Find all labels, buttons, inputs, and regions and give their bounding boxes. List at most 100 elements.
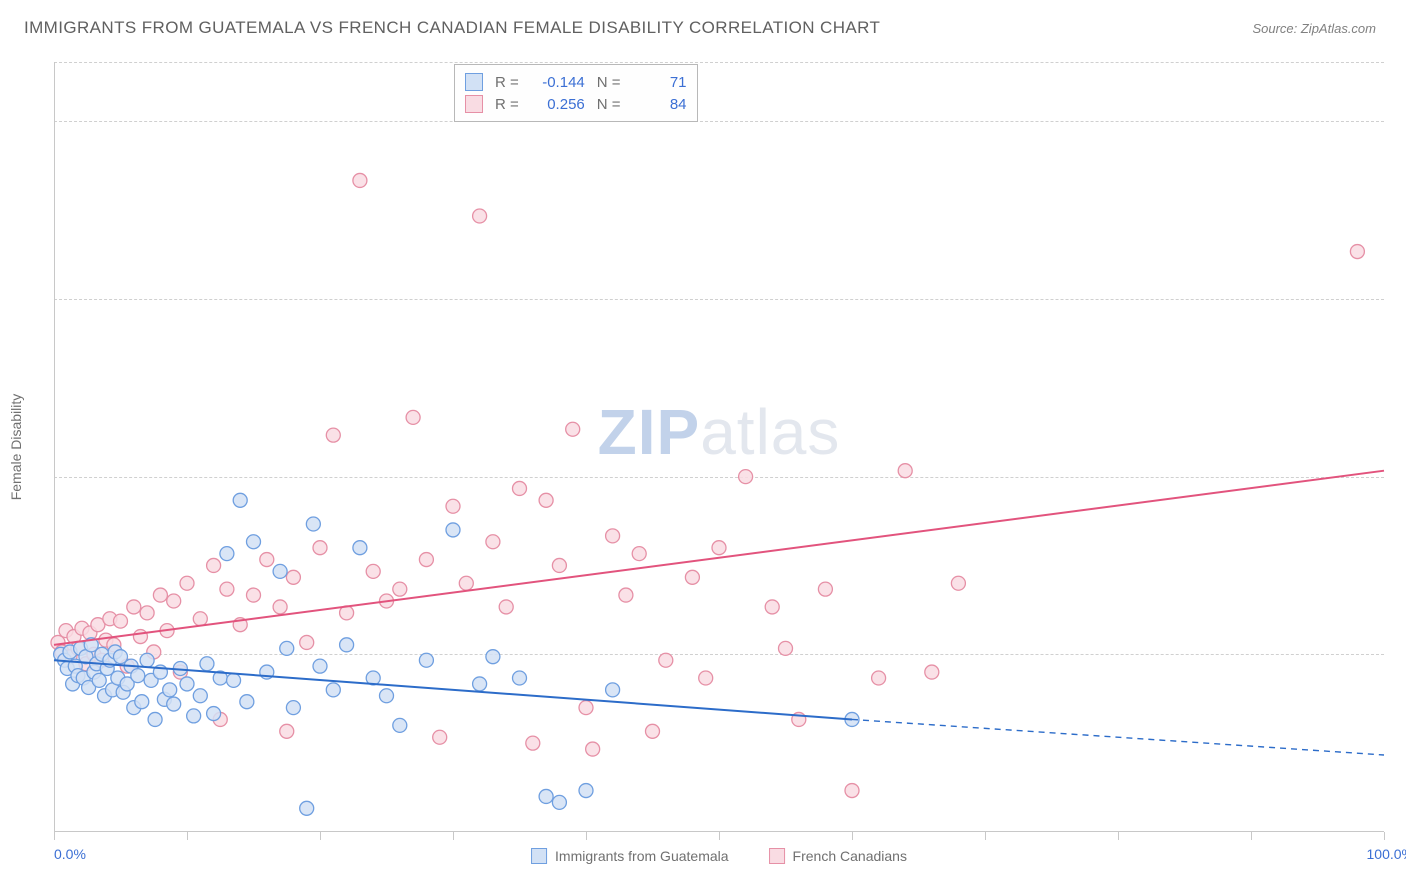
scatter-point [306,517,320,531]
scatter-point [579,701,593,715]
scatter-point [127,600,141,614]
chart-title: IMMIGRANTS FROM GUATEMALA VS FRENCH CANA… [24,18,880,38]
source-name: ZipAtlas.com [1301,21,1376,36]
scatter-point [207,707,221,721]
legend-swatch-0 [531,848,547,864]
scatter-point [473,677,487,691]
scatter-point [552,795,566,809]
scatter-point [340,638,354,652]
scatter-point [227,673,241,687]
scatter-point [765,600,779,614]
scatter-point [353,541,367,555]
x-tick [1251,832,1252,840]
x-axis-max-label: 100.0% [1367,846,1406,862]
scatter-point [659,653,673,667]
bottom-legend: Immigrants from Guatemala French Canadia… [531,848,907,864]
scatter-point [712,541,726,555]
scatter-point [951,576,965,590]
stats-row-series-0: R = -0.144 N = 71 [465,71,687,93]
source-attribution: Source: ZipAtlas.com [1252,21,1376,36]
x-tick [1384,832,1385,840]
scatter-point [140,606,154,620]
scatter-point [699,671,713,685]
legend-label-1: French Canadians [793,848,907,864]
scatter-point [499,600,513,614]
scatter-point [313,541,327,555]
scatter-point [240,695,254,709]
legend-item-1: French Canadians [769,848,907,864]
stats-row-series-1: R = 0.256 N = 84 [465,93,687,115]
scatter-point [845,784,859,798]
scatter-point [326,428,340,442]
source-prefix: Source: [1252,21,1300,36]
scatter-point [419,553,433,567]
scatter-point [566,422,580,436]
scatter-point [1350,245,1364,259]
scatter-point [526,736,540,750]
scatter-point [114,614,128,628]
scatter-point [473,209,487,223]
scatter-point [513,481,527,495]
scatter-point [393,718,407,732]
stats-legend-box: R = -0.144 N = 71 R = 0.256 N = 84 [454,64,698,122]
x-tick [320,832,321,840]
trend-line-extrapolated [852,719,1384,755]
scatter-point [286,701,300,715]
scatter-point [898,464,912,478]
stats-swatch-1 [465,95,483,113]
stats-swatch-0 [465,73,483,91]
x-axis-min-label: 0.0% [54,846,86,862]
scatter-point [380,689,394,703]
scatter-point [163,683,177,697]
scatter-point [632,547,646,561]
scatter-point [133,630,147,644]
scatter-point [586,742,600,756]
scatter-point [326,683,340,697]
scatter-point [148,712,162,726]
scatter-point [459,576,473,590]
scatter-point [247,588,261,602]
scatter-point [286,570,300,584]
scatter-point [486,535,500,549]
scatter-point [313,659,327,673]
scatter-point [739,470,753,484]
scatter-point [406,410,420,424]
scatter-point [366,564,380,578]
scatter-point [433,730,447,744]
legend-label-0: Immigrants from Guatemala [555,848,729,864]
chart-area: Female Disability ZIPatlas 15.0%30.0%45.… [54,62,1384,832]
scatter-point [606,529,620,543]
scatter-point [579,784,593,798]
scatter-point [131,669,145,683]
scatter-point [260,553,274,567]
scatter-point [419,653,433,667]
scatter-point [446,523,460,537]
scatter-point [513,671,527,685]
x-tick [586,832,587,840]
legend-swatch-1 [769,848,785,864]
stats-r-prefix-1: R = [495,96,519,113]
scatter-point [273,564,287,578]
scatter-point [273,600,287,614]
scatter-point [280,724,294,738]
scatter-point [220,582,234,596]
scatter-point [925,665,939,679]
stats-r-prefix-0: R = [495,74,519,91]
x-tick [187,832,188,840]
scatter-point [180,677,194,691]
stats-r-value-1: 0.256 [527,96,585,113]
scatter-point [646,724,660,738]
scatter-point [193,612,207,626]
scatter-point [300,635,314,649]
stats-n-prefix-1: N = [597,96,621,113]
scatter-point [539,789,553,803]
scatter-point [207,558,221,572]
scatter-point [167,594,181,608]
x-tick [54,832,55,840]
scatter-point [486,650,500,664]
scatter-point [685,570,699,584]
scatter-point [619,588,633,602]
scatter-point [280,641,294,655]
x-tick [985,832,986,840]
stats-n-prefix-0: N = [597,74,621,91]
